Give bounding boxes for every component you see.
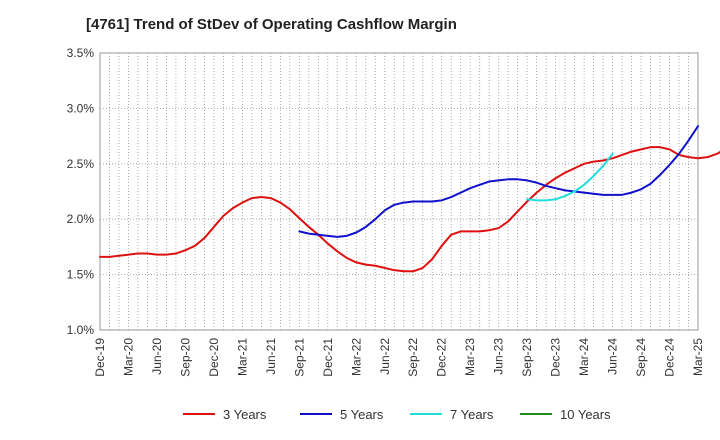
legend-label-7-years: 7 Years xyxy=(450,407,494,422)
x-tick-label: Dec-22 xyxy=(435,338,449,377)
series-line-7-years xyxy=(526,152,614,202)
x-axis: Dec-19 Mar-20 Jun-20 Sep-20 Dec-20 Mar-21 Jun-… xyxy=(93,338,705,377)
x-tick-label: Dec-19 xyxy=(93,338,107,377)
x-tick-label: Dec-24 xyxy=(663,338,677,377)
x-tick-label: Sep-21 xyxy=(292,338,306,377)
x-tick-label: Mar-21 xyxy=(235,338,249,376)
x-tick-label: Jun-20 xyxy=(150,338,164,375)
y-tick-label: 1.5% xyxy=(67,268,95,282)
x-tick-label: Sep-20 xyxy=(178,338,192,377)
x-tick-label: Mar-20 xyxy=(121,338,135,376)
y-tick-label: 3.0% xyxy=(67,101,95,115)
legend: 3 Years 5 Years 7 Years 10 Years xyxy=(183,407,611,422)
plot-frame xyxy=(99,52,699,331)
gridlines xyxy=(100,53,698,330)
x-tick-label: Sep-23 xyxy=(520,338,534,377)
y-axis: 1.0% 1.5% 2.0% 2.5% 3.0% 3.5% xyxy=(67,46,95,337)
legend-label-5-years: 5 Years xyxy=(340,407,384,422)
y-tick-label: 1.0% xyxy=(67,323,95,337)
y-tick-label: 2.5% xyxy=(67,157,95,171)
series-line-5-years xyxy=(298,125,699,238)
x-tick-label: Mar-25 xyxy=(691,338,705,376)
legend-label-10-years: 10 Years xyxy=(560,407,611,422)
legend-label-3-years: 3 Years xyxy=(223,407,267,422)
x-tick-label: Sep-24 xyxy=(634,338,648,377)
x-tick-label: Jun-22 xyxy=(378,338,392,375)
y-tick-label: 3.5% xyxy=(67,46,95,60)
x-tick-label: Sep-22 xyxy=(406,338,420,377)
x-tick-label: Dec-20 xyxy=(207,338,221,377)
x-tick-label: Jun-21 xyxy=(264,338,278,375)
x-tick-label: Mar-23 xyxy=(463,338,477,376)
x-tick-label: Dec-21 xyxy=(321,338,335,377)
chart-title: [4761] Trend of StDev of Operating Cashf… xyxy=(86,16,457,33)
x-tick-label: Jun-24 xyxy=(606,338,620,375)
series-line-3-years xyxy=(99,146,720,273)
x-tick-label: Dec-23 xyxy=(549,338,563,377)
series-lines xyxy=(99,125,720,273)
y-tick-label: 2.0% xyxy=(67,212,95,226)
plot-area xyxy=(99,52,699,331)
x-tick-label: Mar-24 xyxy=(577,338,591,376)
x-tick-label: Mar-22 xyxy=(349,338,363,376)
x-tick-label: Jun-23 xyxy=(492,338,506,375)
